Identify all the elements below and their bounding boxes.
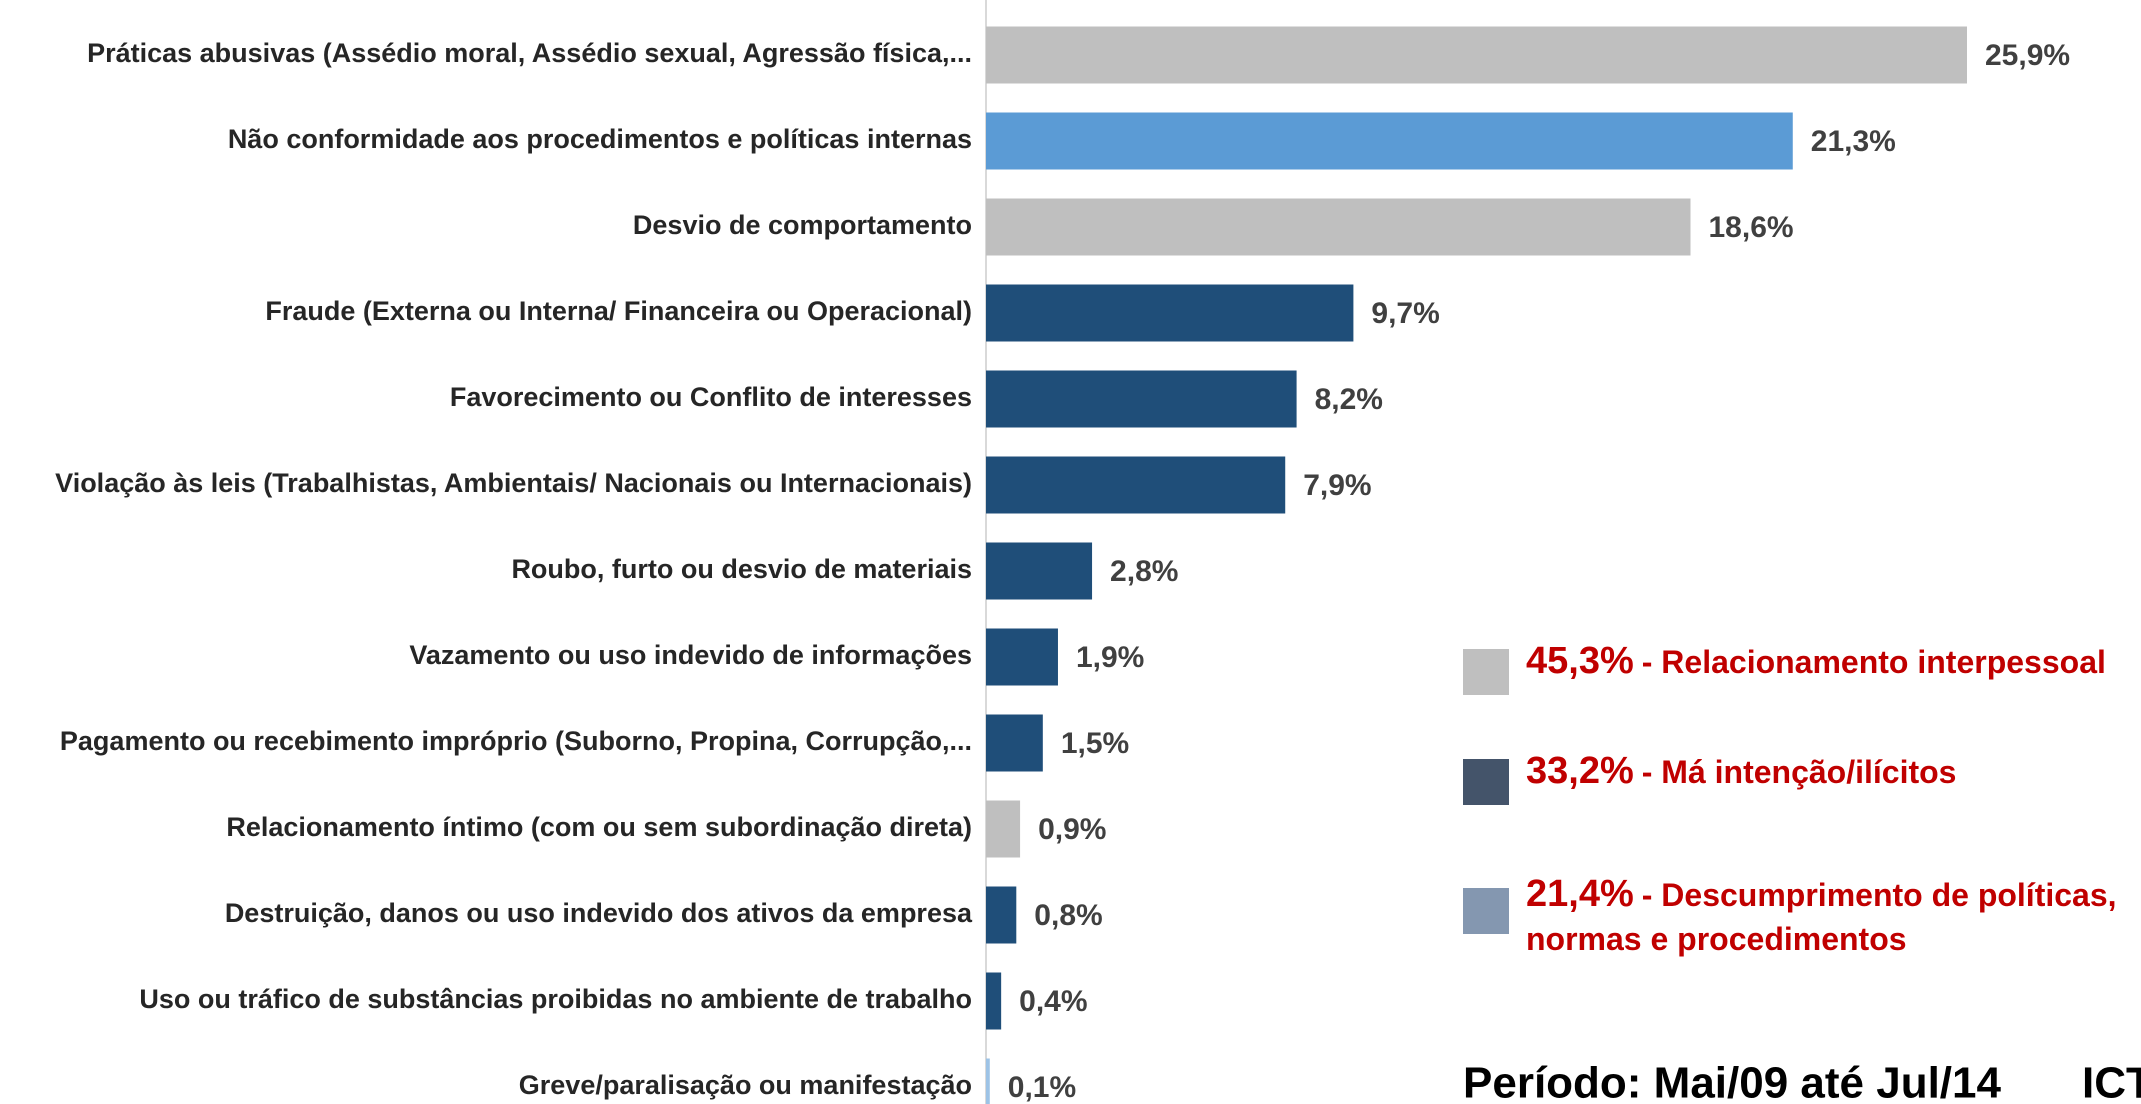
category-label: Fraude (Externa ou Interna/ Financeira o…: [265, 296, 972, 326]
category-label: Uso ou tráfico de substâncias proibidas …: [139, 984, 972, 1014]
category-label: Destruição, danos ou uso indevido dos at…: [225, 898, 973, 928]
legend-text: - Descumprimento de políticas, normas e …: [1526, 877, 2117, 957]
legend-entry: 45,3% - Relacionamento interpessoal: [1526, 639, 2106, 684]
legend-swatch: [1463, 888, 1509, 934]
bar: [986, 370, 1297, 428]
bar: [986, 972, 1002, 1030]
value-label: 7,9%: [1303, 469, 1371, 502]
footer: Período: Mai/09 até Jul/14: [1463, 1059, 2001, 1104]
bar: [986, 456, 1286, 514]
value-label: 2,8%: [1110, 555, 1178, 588]
category-label: Relacionamento íntimo (com ou sem subord…: [226, 812, 972, 842]
value-label: 18,6%: [1709, 211, 1794, 244]
legend-swatch: [1463, 759, 1509, 805]
bar: [986, 284, 1354, 342]
value-label: 1,5%: [1061, 727, 1129, 760]
category-label: Práticas abusivas (Assédio moral, Assédi…: [87, 38, 972, 68]
legend-text: - Má intenção/ilícitos: [1641, 754, 1957, 790]
bar: [986, 800, 1021, 858]
category-label: Favorecimento ou Conflito de interesses: [450, 382, 972, 412]
legend-entry: 21,4% - Descumprimento de políticas, norm…: [1526, 872, 2126, 961]
value-label: 21,3%: [1811, 125, 1896, 158]
bar: [986, 26, 1967, 84]
category-label: Não conformidade aos procedimentos e pol…: [228, 124, 972, 154]
legend-value: 33,2%: [1526, 750, 1634, 792]
bar: [986, 198, 1691, 256]
value-label: 1,9%: [1076, 641, 1144, 674]
category-label: Greve/paralisação ou manifestação: [519, 1070, 972, 1100]
bar: [986, 542, 1093, 600]
category-label: Desvio de comportamento: [633, 210, 972, 240]
value-label: 0,4%: [1019, 985, 1087, 1018]
value-label: 0,9%: [1038, 813, 1106, 846]
legend-swatch: [1463, 649, 1509, 695]
value-label: 0,1%: [1008, 1071, 1076, 1104]
bar: [986, 714, 1043, 772]
bar: [986, 628, 1058, 686]
category-label: Vazamento ou uso indevido de informações: [409, 640, 972, 670]
logo: ICT: [2082, 1059, 2141, 1104]
category-label: Pagamento ou recebimento impróprio (Subo…: [60, 726, 972, 756]
legend-value: 21,4%: [1526, 873, 1634, 915]
value-label: 25,9%: [1985, 39, 2070, 72]
value-label: 0,8%: [1034, 899, 1102, 932]
legend-entry: 33,2% - Má intenção/ilícitos: [1526, 749, 1956, 794]
legend-text: - Relacionamento interpessoal: [1641, 644, 2106, 680]
bar: [986, 1058, 990, 1104]
category-label: Roubo, furto ou desvio de materiais: [511, 554, 972, 584]
bar: [986, 886, 1017, 944]
value-label: 8,2%: [1315, 383, 1383, 416]
legend-value: 45,3%: [1526, 640, 1634, 682]
category-label: Violação às leis (Trabalhistas, Ambienta…: [55, 468, 972, 498]
bar: [986, 112, 1793, 170]
value-label: 9,7%: [1371, 297, 1439, 330]
